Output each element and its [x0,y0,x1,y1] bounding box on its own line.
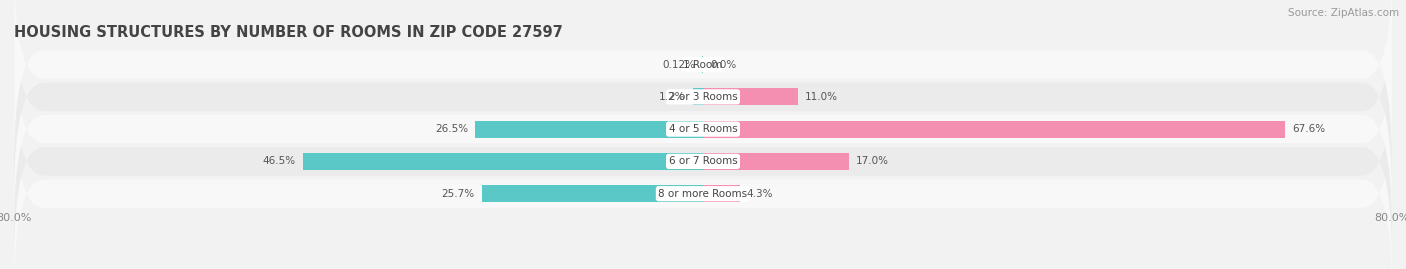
Text: 26.5%: 26.5% [434,124,468,134]
Text: 1 Room: 1 Room [683,59,723,70]
Text: 25.7%: 25.7% [441,189,475,199]
Text: HOUSING STRUCTURES BY NUMBER OF ROOMS IN ZIP CODE 27597: HOUSING STRUCTURES BY NUMBER OF ROOMS IN… [14,25,562,40]
Text: 1.2%: 1.2% [659,92,686,102]
FancyBboxPatch shape [14,0,1392,196]
Bar [475,121,703,137]
FancyBboxPatch shape [14,63,1392,260]
Bar [693,89,703,105]
FancyBboxPatch shape [14,95,1392,269]
Text: 0.12%: 0.12% [662,59,695,70]
Text: 2 or 3 Rooms: 2 or 3 Rooms [669,92,737,102]
Text: Source: ZipAtlas.com: Source: ZipAtlas.com [1288,8,1399,18]
Bar [302,153,703,170]
Bar [703,153,849,170]
FancyBboxPatch shape [14,30,1392,228]
Bar [482,185,703,202]
Text: 4.3%: 4.3% [747,189,773,199]
Text: 11.0%: 11.0% [804,92,838,102]
Text: 0.0%: 0.0% [710,59,737,70]
Text: 46.5%: 46.5% [263,156,295,167]
Text: 8 or more Rooms: 8 or more Rooms [658,189,748,199]
Bar [703,89,797,105]
Text: 17.0%: 17.0% [856,156,889,167]
Bar [703,121,1285,137]
Bar [703,185,740,202]
Text: 4 or 5 Rooms: 4 or 5 Rooms [669,124,737,134]
Text: 67.6%: 67.6% [1292,124,1326,134]
Text: 6 or 7 Rooms: 6 or 7 Rooms [669,156,737,167]
FancyBboxPatch shape [14,0,1392,163]
